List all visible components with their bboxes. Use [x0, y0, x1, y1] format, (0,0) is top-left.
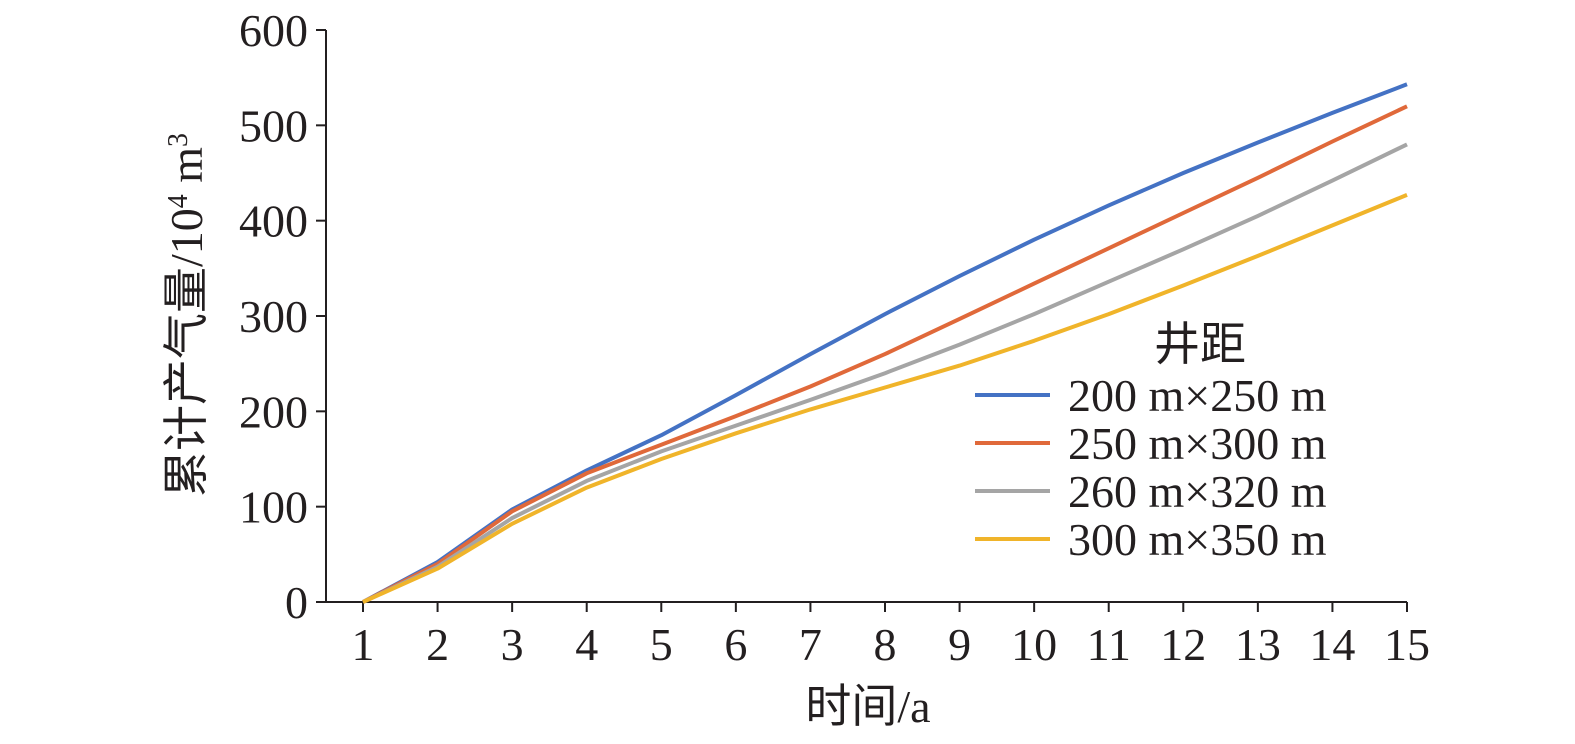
y-tick-label: 0 — [285, 577, 308, 628]
legend-label-3: 260 m×320 m — [1068, 466, 1327, 517]
y-axis-title-unit-exponent: 3 — [163, 133, 194, 147]
y-tick-label: 500 — [239, 100, 308, 151]
x-tick-label: 3 — [501, 619, 524, 670]
x-tick-label: 6 — [724, 619, 747, 670]
x-tick-label: 7 — [799, 619, 822, 670]
x-tick-label: 14 — [1309, 619, 1355, 670]
y-tick-label: 300 — [239, 291, 308, 342]
legend-label-1: 200 m×250 m — [1068, 370, 1327, 421]
legend-label-2: 250 m×300 m — [1068, 418, 1327, 469]
series-lines — [362, 82, 1408, 604]
x-tick-label: 9 — [948, 619, 971, 670]
y-axis-title: 累计产气量/104 m3 — [161, 133, 212, 497]
y-tick-label: 600 — [239, 5, 308, 56]
axes — [316, 29, 1408, 612]
series-line-4 — [362, 193, 1408, 604]
x-tick-label: 1 — [352, 619, 375, 670]
series-line-2 — [362, 104, 1408, 604]
y-axis-title-unit: m — [161, 147, 212, 195]
x-tick-label: 12 — [1160, 619, 1206, 670]
y-axis-title-main: 累计产气量/10 — [161, 208, 212, 497]
x-tick-label: 8 — [874, 619, 897, 670]
x-tick-label: 15 — [1384, 619, 1430, 670]
x-tick-label: 2 — [426, 619, 449, 670]
y-tick-label: 400 — [239, 196, 308, 247]
legend-title: 井距 — [1154, 319, 1246, 370]
y-tick-label: 200 — [239, 386, 308, 437]
x-tick-label: 5 — [650, 619, 673, 670]
x-tick-label: 13 — [1235, 619, 1281, 670]
x-axis-title: 时间/a — [805, 681, 930, 732]
y-tick-label: 100 — [239, 482, 308, 533]
y-axis-title-exponent: 4 — [163, 194, 194, 208]
x-tick-label: 10 — [1011, 619, 1057, 670]
x-tick-label: 4 — [575, 619, 598, 670]
x-tick-label: 11 — [1087, 619, 1131, 670]
legend-label-4: 300 m×350 m — [1068, 514, 1327, 565]
series-line-3 — [362, 142, 1408, 604]
